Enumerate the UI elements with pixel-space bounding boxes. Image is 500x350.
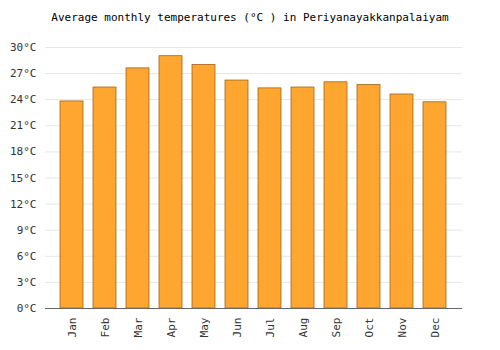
svg-text:12°C: 12°C [10,198,37,211]
svg-text:Nov: Nov [396,317,409,337]
svg-text:May: May [198,317,211,337]
svg-text:Sep: Sep [330,318,343,338]
svg-text:Jun: Jun [231,318,244,338]
svg-text:21°C: 21°C [10,119,37,132]
svg-text:24°C: 24°C [10,93,37,106]
svg-text:18°C: 18°C [10,145,37,158]
svg-text:6°C: 6°C [17,250,37,263]
svg-text:Oct: Oct [363,318,376,338]
svg-text:15°C: 15°C [10,172,37,185]
svg-text:30°C: 30°C [10,41,37,54]
svg-text:9°C: 9°C [17,224,37,237]
svg-text:Jul: Jul [264,318,277,338]
svg-text:3°C: 3°C [17,276,37,289]
svg-text:Feb: Feb [99,318,112,338]
svg-text:Apr: Apr [165,317,178,337]
html-text:Average monthly temperatures (: Average monthly temperatures (°C ) in Pe… [51,11,449,24]
svg-text:Jan: Jan [66,318,79,338]
svg-text:Dec: Dec [429,318,442,338]
svg-text:Aug: Aug [297,318,310,338]
svg-text:27°C: 27°C [10,67,37,80]
svg-text:0°C: 0°C [17,302,37,315]
svg-text:Mar: Mar [132,317,145,337]
